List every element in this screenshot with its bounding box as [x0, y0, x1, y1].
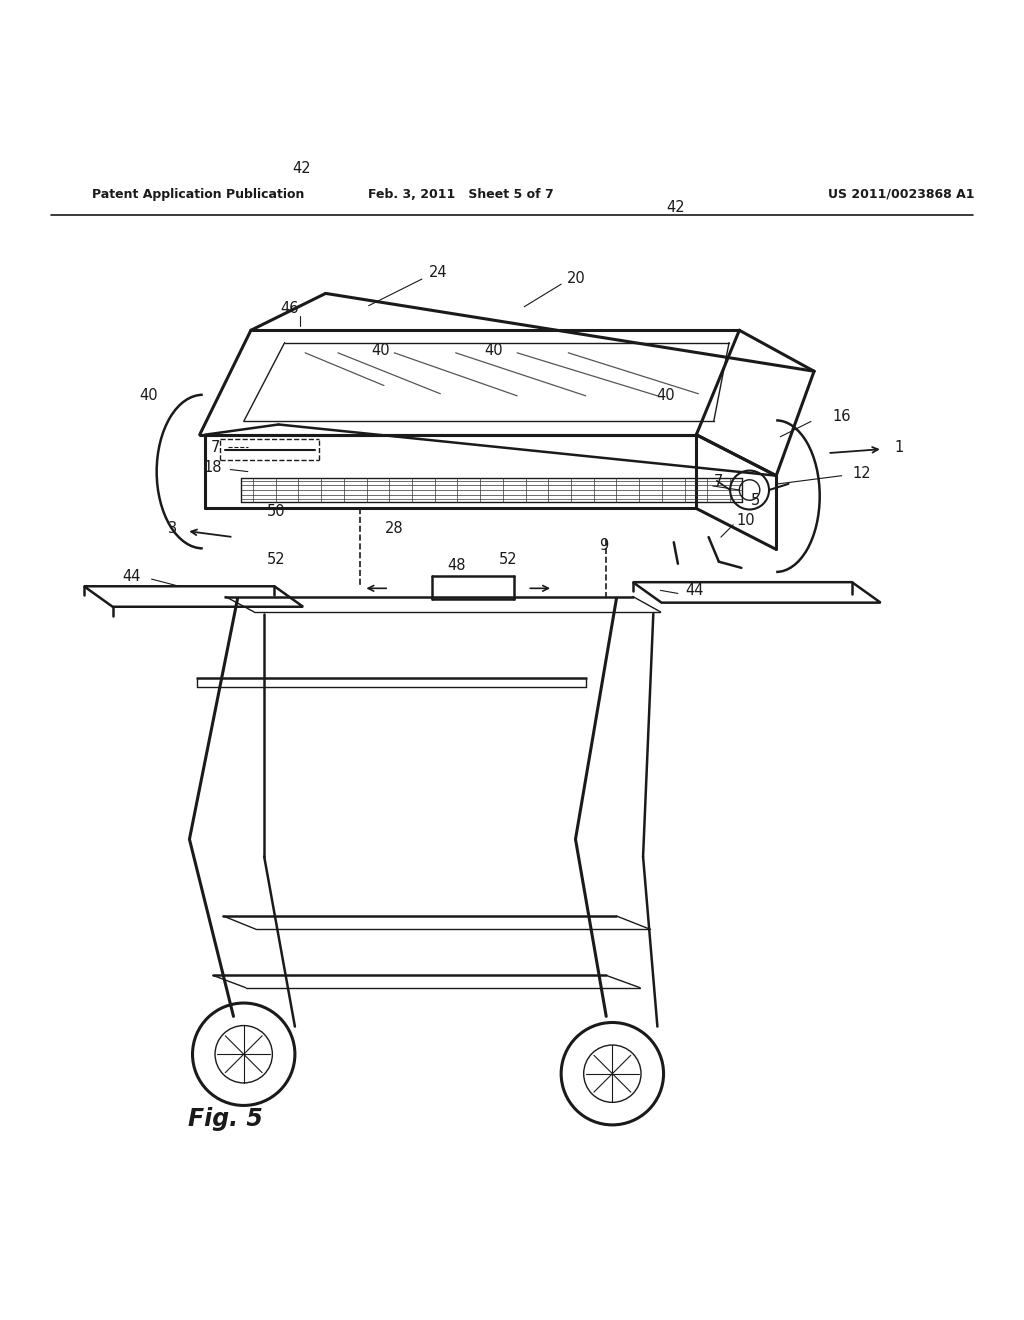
Text: 42: 42 [293, 161, 311, 176]
Text: 42: 42 [667, 199, 685, 215]
Text: 9: 9 [599, 537, 609, 553]
Text: 12: 12 [853, 466, 871, 480]
Text: 48: 48 [447, 558, 466, 573]
Text: 24: 24 [429, 265, 447, 280]
Text: 5: 5 [751, 492, 761, 508]
Text: 10: 10 [736, 513, 755, 528]
Text: 20: 20 [567, 271, 586, 285]
Text: 40: 40 [372, 343, 390, 358]
Text: Fig. 5: Fig. 5 [187, 1106, 263, 1131]
Text: 40: 40 [656, 388, 675, 404]
Text: 40: 40 [139, 388, 158, 404]
Text: 52: 52 [267, 552, 286, 568]
Text: Feb. 3, 2011   Sheet 5 of 7: Feb. 3, 2011 Sheet 5 of 7 [368, 187, 554, 201]
Text: 3: 3 [168, 521, 176, 536]
Text: 40: 40 [484, 343, 503, 358]
Text: 46: 46 [281, 301, 299, 317]
Text: 52: 52 [499, 552, 517, 568]
Text: 16: 16 [833, 409, 851, 424]
Text: 7: 7 [210, 440, 220, 454]
Text: 7: 7 [714, 474, 724, 490]
Text: 44: 44 [685, 583, 703, 598]
Text: 1: 1 [894, 440, 904, 454]
Text: Patent Application Publication: Patent Application Publication [92, 187, 304, 201]
Text: US 2011/0023868 A1: US 2011/0023868 A1 [827, 187, 975, 201]
Text: 18: 18 [204, 459, 222, 475]
Text: 44: 44 [122, 569, 140, 583]
Text: 28: 28 [385, 521, 403, 536]
Text: 50: 50 [267, 504, 286, 519]
